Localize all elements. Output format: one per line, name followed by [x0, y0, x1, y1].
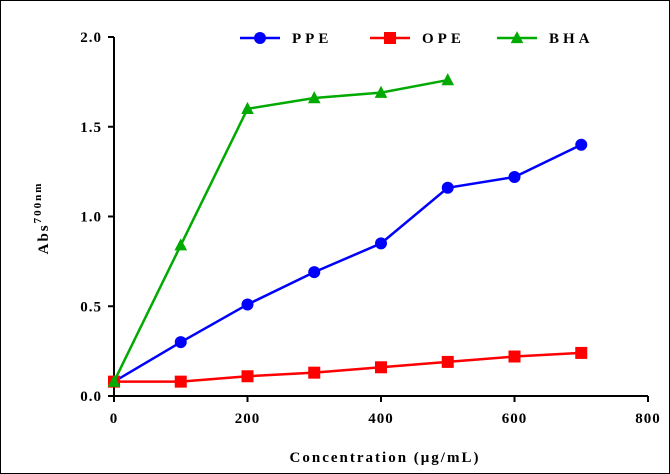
- x-tick-label: 600: [502, 411, 528, 427]
- x-tick-label: 800: [635, 411, 661, 427]
- y-tick-label: 1.0: [80, 210, 102, 226]
- data-point-ppe: [241, 298, 254, 311]
- y-tick-label: 0.0: [80, 389, 102, 405]
- data-point-bha: [107, 374, 121, 387]
- legend-marker: [510, 31, 524, 44]
- x-tick-label: 200: [235, 411, 261, 427]
- data-point-ope: [508, 350, 521, 363]
- data-point-bha: [174, 238, 188, 251]
- series-ope: [108, 346, 588, 388]
- legend-marker: [254, 32, 266, 44]
- data-point-bha: [374, 85, 388, 98]
- ticks: 0 200 400 600 800 0.0 0.5 1.0 1.5 2.0: [80, 30, 661, 427]
- series-bha: [107, 73, 455, 387]
- data-point-ope: [174, 375, 187, 388]
- y-axis-label-superscript: 700nm: [32, 182, 44, 224]
- data-point-ppe: [575, 138, 588, 151]
- data-point-ppe: [174, 336, 187, 349]
- legend-label: PPE: [292, 31, 332, 47]
- data-point-ppe: [308, 266, 321, 279]
- data-point-bha: [307, 91, 321, 104]
- series-line-ope: [114, 351, 582, 383]
- series-layer: [107, 73, 588, 388]
- y-tick-label: 1.5: [80, 120, 102, 136]
- data-point-ope: [241, 370, 254, 383]
- legend: PPE OPE BHA: [240, 31, 594, 47]
- data-point-ope: [575, 346, 588, 359]
- series-line-bha: [112, 78, 448, 383]
- x-tick-label: 0: [110, 411, 119, 427]
- data-point-bha: [241, 101, 254, 114]
- data-point-bha: [441, 73, 455, 86]
- y-axis-label-main: Abs: [36, 223, 52, 254]
- data-point-ppe: [375, 237, 387, 250]
- x-tick-label: 400: [368, 411, 394, 427]
- legend-label: BHA: [549, 31, 594, 47]
- y-tick-label: 2.0: [80, 30, 102, 46]
- data-point-ppe: [441, 181, 454, 194]
- data-point-ope: [375, 361, 387, 374]
- series-line-ppe: [113, 143, 582, 383]
- data-point-ppe: [508, 171, 521, 184]
- data-point-ope: [308, 366, 321, 379]
- legend-item-bha: BHA: [497, 31, 594, 47]
- legend-marker: [384, 32, 396, 44]
- legend-item-ope: OPE: [370, 31, 465, 47]
- legend-label: OPE: [422, 31, 465, 47]
- legend-item-ppe: PPE: [240, 31, 332, 47]
- y-axis-label: Abs700nm: [32, 182, 52, 255]
- y-tick-label: 0.5: [80, 299, 102, 315]
- series-ppe: [108, 138, 588, 388]
- x-axis-label: Concentration (μg/mL): [290, 450, 481, 466]
- data-point-ope: [441, 355, 454, 368]
